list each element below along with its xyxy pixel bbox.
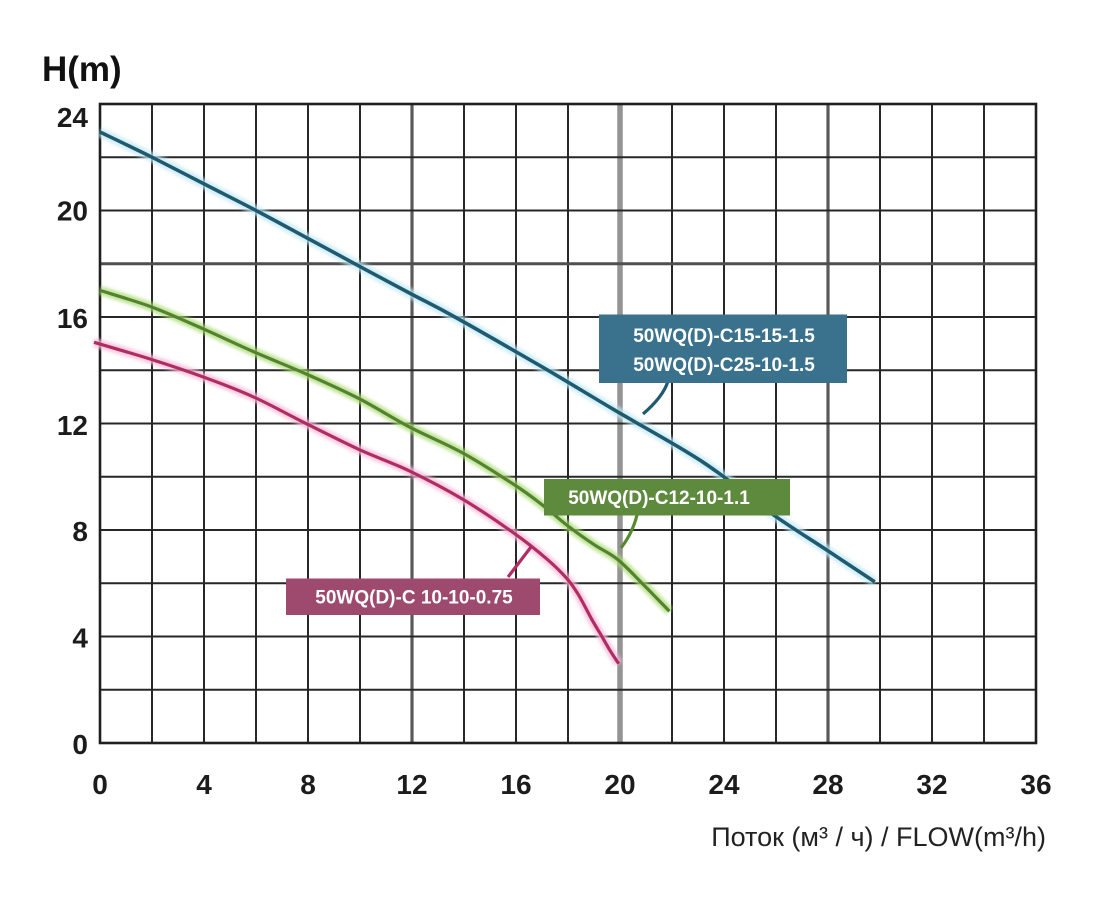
- svg-text:0: 0: [92, 769, 108, 800]
- svg-text:8: 8: [72, 516, 88, 547]
- svg-text:8: 8: [300, 769, 316, 800]
- svg-text:0: 0: [72, 729, 88, 760]
- svg-text:50WQ(D)-C25-10-1.5: 50WQ(D)-C25-10-1.5: [633, 355, 815, 376]
- svg-text:24: 24: [57, 102, 89, 133]
- svg-text:Поток (м³ / ч) / FLOW(m³/h): Поток (м³ / ч) / FLOW(m³/h): [711, 822, 1046, 852]
- svg-text:20: 20: [604, 769, 635, 800]
- svg-text:16: 16: [500, 769, 531, 800]
- svg-text:4: 4: [196, 769, 212, 800]
- svg-text:12: 12: [396, 769, 427, 800]
- svg-text:36: 36: [1020, 769, 1051, 800]
- svg-text:50WQ(D)-C12-10-1.1: 50WQ(D)-C12-10-1.1: [568, 488, 750, 509]
- svg-text:16: 16: [57, 303, 88, 334]
- svg-text:12: 12: [57, 410, 88, 441]
- svg-text:24: 24: [708, 769, 740, 800]
- svg-text:50WQ(D)-C15-15-1.5: 50WQ(D)-C15-15-1.5: [633, 326, 815, 347]
- svg-text:H(m): H(m): [42, 50, 122, 89]
- svg-text:50WQ(D)-C 10-10-0.75: 50WQ(D)-C 10-10-0.75: [315, 588, 513, 609]
- svg-text:32: 32: [916, 769, 947, 800]
- svg-text:20: 20: [57, 196, 88, 227]
- svg-text:28: 28: [812, 769, 843, 800]
- svg-text:4: 4: [72, 623, 88, 654]
